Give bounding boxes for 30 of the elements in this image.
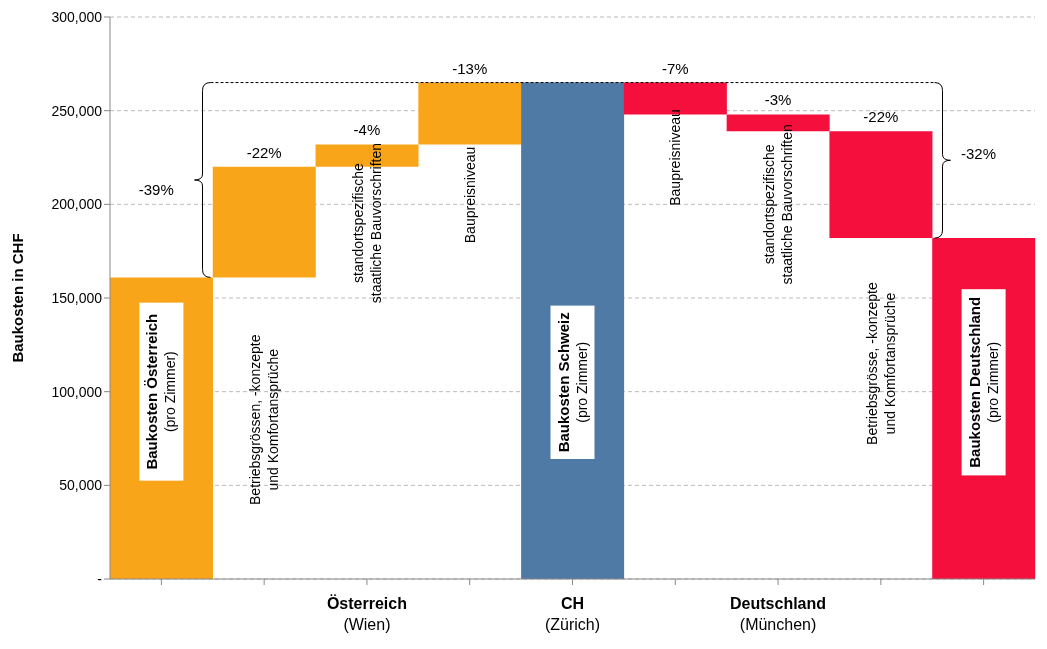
annotation: Baupreisniveau [461, 146, 478, 244]
x-tick-label: Österreich (Wien) [326, 594, 407, 633]
annotation: Betriebsgrössen, -konzepte und Komfortansprüche [247, 334, 282, 505]
annotation: -4% [353, 121, 381, 139]
y-tick-label: 50,000 [59, 477, 103, 494]
annotation: -13% [452, 59, 488, 77]
annotation: Baukosten Österreich (pro Zimmer) [143, 313, 179, 470]
bar [212, 166, 316, 278]
annotation: -22% [246, 143, 282, 161]
x-tick-label: CH (Zürich) [544, 595, 601, 633]
annotation: Betriebsgrösse, -konzepte und Komfortansprüche [863, 282, 898, 445]
annotation: Baupreisniveau [667, 109, 684, 206]
y-tick-label: - [97, 570, 103, 587]
y-tick-label: 250,000 [51, 102, 103, 119]
annotation: standortspezifische staatliche Bauvorschriften [761, 124, 796, 285]
y-tick-label: 300,000 [51, 8, 103, 25]
y-tick-label: 100,000 [51, 383, 103, 400]
annotation: standortspezifische staatliche Bauvorschriften [349, 142, 384, 304]
y-axis-title: Baukosten in CHF [9, 233, 27, 363]
annotation: -7% [661, 59, 689, 77]
annotation: -22% [863, 108, 899, 126]
annotation: -39% [138, 180, 174, 198]
annotation: -32% [960, 145, 996, 163]
y-tick-label: 200,000 [51, 196, 103, 213]
annotation: Baukosten Deutschland (pro Zimmer) [965, 296, 1001, 468]
y-tick-label: 150,000 [51, 289, 103, 306]
annotation: Baukosten Schweiz (pro Zimmer) [554, 312, 590, 453]
x-tick-label: Deutschland (München) [730, 595, 827, 633]
bar [521, 82, 625, 579]
annotation: -3% [764, 91, 792, 109]
